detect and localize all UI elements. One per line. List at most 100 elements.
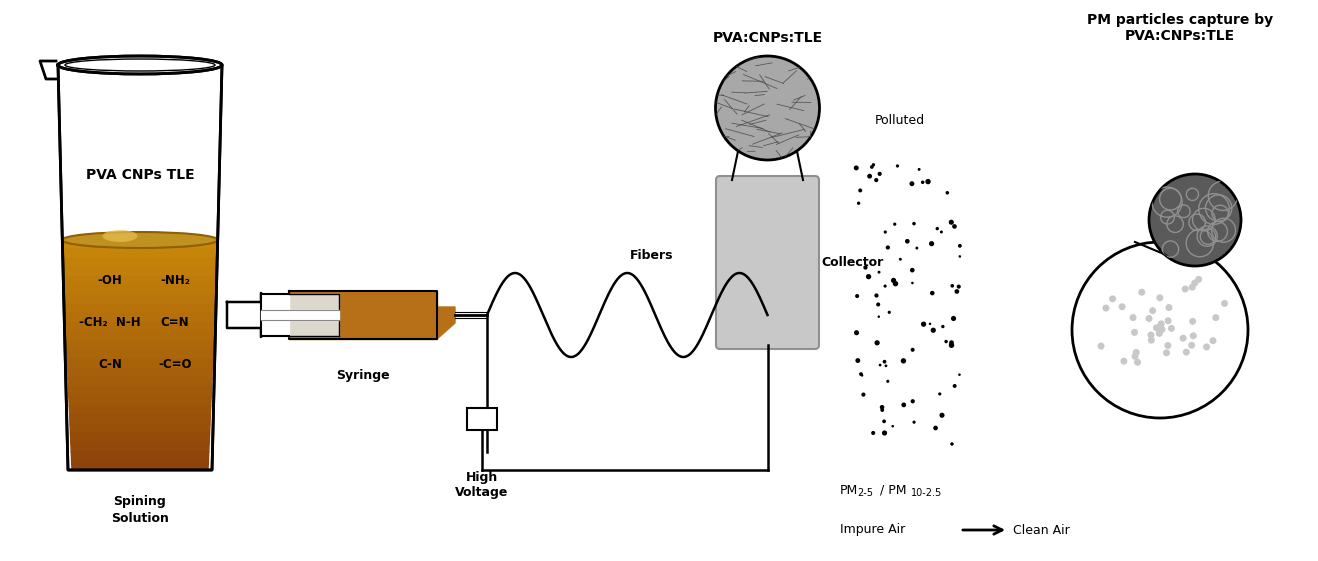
Polygon shape	[71, 443, 210, 452]
Text: C=N: C=N	[161, 315, 190, 329]
Circle shape	[952, 224, 957, 229]
Circle shape	[940, 413, 945, 418]
Polygon shape	[65, 295, 216, 305]
Polygon shape	[62, 249, 217, 259]
Circle shape	[949, 341, 954, 345]
Circle shape	[1180, 335, 1186, 342]
Text: High
Voltage: High Voltage	[455, 471, 509, 499]
Circle shape	[883, 231, 887, 233]
Ellipse shape	[62, 232, 217, 248]
Circle shape	[950, 284, 954, 288]
Circle shape	[931, 328, 936, 333]
Circle shape	[1189, 318, 1197, 325]
Circle shape	[911, 399, 915, 403]
Text: Collector: Collector	[821, 256, 883, 269]
Circle shape	[878, 271, 880, 274]
Circle shape	[1182, 286, 1189, 292]
Text: -OH: -OH	[98, 274, 123, 287]
Circle shape	[883, 360, 887, 364]
Polygon shape	[71, 452, 208, 461]
Circle shape	[1148, 337, 1155, 344]
Circle shape	[1139, 289, 1145, 296]
FancyBboxPatch shape	[716, 176, 818, 349]
Polygon shape	[58, 65, 221, 470]
Circle shape	[1119, 304, 1126, 310]
Circle shape	[911, 282, 913, 284]
Polygon shape	[67, 369, 212, 378]
Text: PVA:CNPs:TLE: PVA:CNPs:TLE	[713, 31, 822, 45]
Circle shape	[1156, 330, 1162, 337]
Circle shape	[945, 191, 949, 195]
Circle shape	[1148, 332, 1155, 338]
Circle shape	[911, 348, 915, 352]
Circle shape	[1162, 350, 1170, 356]
Polygon shape	[63, 259, 217, 268]
Circle shape	[870, 165, 874, 169]
Circle shape	[855, 294, 859, 298]
Circle shape	[1164, 342, 1172, 349]
Text: / PM: / PM	[876, 484, 907, 496]
Polygon shape	[261, 310, 339, 320]
Circle shape	[1120, 358, 1127, 365]
Circle shape	[1153, 324, 1160, 331]
Text: 2-5: 2-5	[857, 488, 873, 498]
Circle shape	[894, 223, 896, 226]
Polygon shape	[70, 424, 210, 433]
Circle shape	[909, 181, 915, 186]
Circle shape	[905, 239, 909, 243]
Circle shape	[871, 163, 875, 167]
Circle shape	[938, 392, 941, 396]
Text: -CH₂  N-H: -CH₂ N-H	[79, 315, 141, 329]
Circle shape	[880, 405, 884, 410]
Circle shape	[931, 291, 934, 296]
Circle shape	[933, 426, 938, 430]
Circle shape	[925, 179, 931, 185]
Polygon shape	[438, 307, 455, 339]
Circle shape	[1131, 329, 1137, 336]
Circle shape	[916, 247, 919, 250]
Circle shape	[874, 293, 879, 298]
Circle shape	[1145, 315, 1152, 322]
Circle shape	[949, 220, 954, 225]
Circle shape	[1189, 342, 1195, 349]
Circle shape	[859, 372, 863, 376]
Circle shape	[887, 311, 891, 314]
Text: Polluted: Polluted	[875, 113, 925, 126]
Bar	[467, 408, 497, 430]
Circle shape	[891, 425, 894, 427]
Circle shape	[896, 164, 899, 168]
Circle shape	[1189, 284, 1195, 291]
Polygon shape	[66, 341, 214, 351]
Circle shape	[1098, 343, 1104, 350]
Circle shape	[921, 181, 924, 184]
Polygon shape	[261, 294, 289, 336]
Text: Impure Air: Impure Air	[840, 523, 905, 536]
Circle shape	[892, 281, 898, 286]
Circle shape	[958, 244, 962, 248]
Polygon shape	[63, 277, 216, 286]
Circle shape	[858, 188, 862, 192]
Circle shape	[854, 330, 859, 335]
Circle shape	[1168, 325, 1174, 332]
Circle shape	[880, 408, 884, 412]
Circle shape	[912, 222, 916, 226]
Circle shape	[891, 278, 896, 283]
Circle shape	[902, 402, 907, 407]
Circle shape	[882, 430, 887, 435]
Circle shape	[876, 302, 880, 306]
Ellipse shape	[58, 56, 221, 74]
Text: Clean Air: Clean Air	[1014, 523, 1070, 536]
Polygon shape	[70, 433, 210, 443]
Circle shape	[871, 431, 875, 435]
Circle shape	[953, 384, 957, 388]
Polygon shape	[227, 293, 279, 337]
Circle shape	[861, 393, 866, 397]
Polygon shape	[289, 294, 339, 336]
Circle shape	[952, 316, 956, 321]
Circle shape	[879, 364, 882, 366]
Polygon shape	[70, 415, 211, 424]
Circle shape	[1220, 300, 1228, 307]
Circle shape	[1157, 320, 1165, 328]
Text: PVA CNPs TLE: PVA CNPs TLE	[86, 168, 194, 182]
Circle shape	[874, 178, 878, 182]
